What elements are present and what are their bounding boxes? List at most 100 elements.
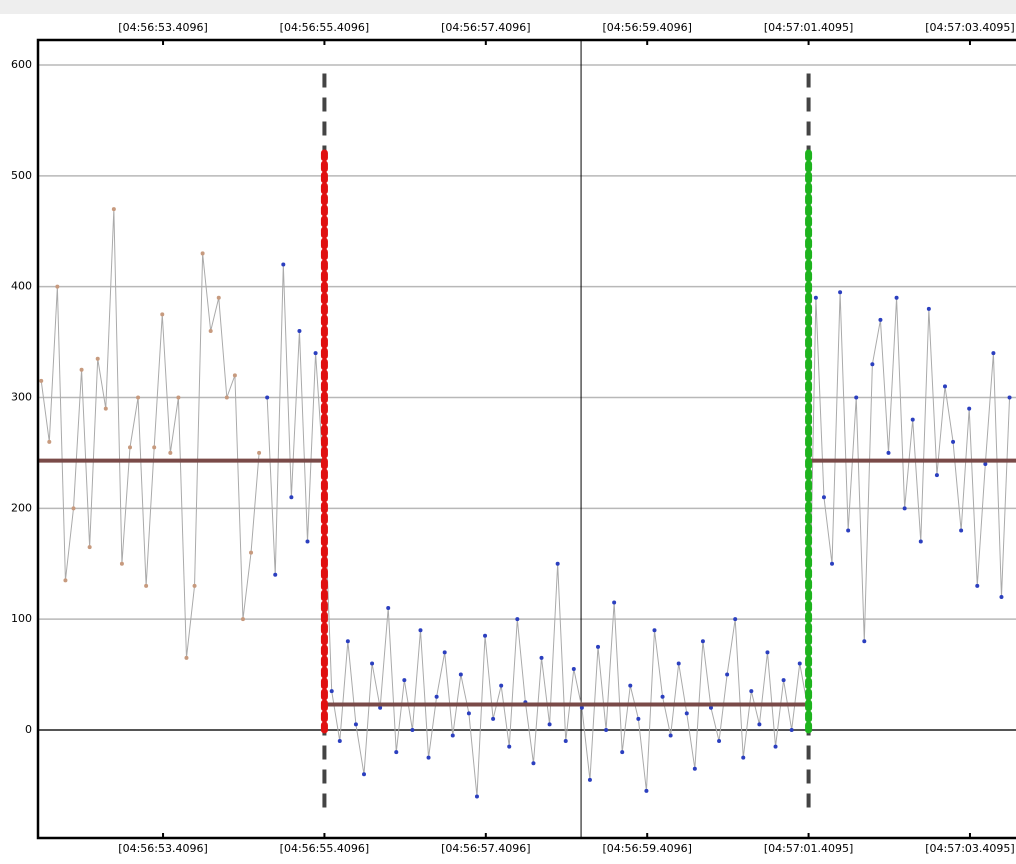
data-point [483, 633, 488, 638]
data-point [547, 722, 552, 727]
data-point [386, 606, 391, 611]
data-point [458, 672, 463, 677]
data-point [160, 312, 165, 317]
y-tick-label: 300 [11, 390, 32, 403]
data-point [620, 750, 625, 755]
data-point [491, 716, 496, 721]
data-point [700, 639, 705, 644]
data-point [434, 694, 439, 699]
data-point [515, 617, 520, 622]
data-point [821, 495, 826, 500]
data-point [450, 733, 455, 738]
data-point [733, 617, 738, 622]
data-point [224, 395, 229, 400]
data-point [79, 367, 84, 372]
data-point [95, 356, 100, 361]
data-point [353, 722, 358, 727]
y-tick-label: 500 [11, 169, 32, 182]
data-point [273, 572, 278, 577]
plot-area: 0 100 200 300 400 500 600 [04:56:53.4096] [04:56… [11, 21, 1016, 855]
data-point [119, 561, 124, 566]
x-tick-label-top: [04:56:57.4096] [441, 21, 530, 34]
data-point [555, 561, 560, 566]
data-point [144, 583, 149, 588]
data-point [587, 777, 592, 782]
y-tick-label: 600 [11, 58, 32, 71]
x-tick-label-top: [04:56:55.4096] [280, 21, 369, 34]
data-point [265, 395, 270, 400]
data-point [862, 639, 867, 644]
x-tick-label-bottom: [04:57:01.4095] [764, 842, 853, 855]
data-point [983, 461, 988, 466]
data-point [127, 445, 132, 450]
data-point [410, 727, 415, 732]
data-point [200, 251, 205, 256]
data-point [878, 317, 883, 322]
data-point [87, 545, 92, 550]
data-point [628, 683, 633, 688]
data-point [232, 373, 237, 378]
x-tick-label-bottom: [04:56:59.4096] [602, 842, 691, 855]
data-point [152, 445, 157, 450]
data-point [773, 744, 778, 749]
data-point [563, 739, 568, 744]
y-tick-label: 0 [25, 723, 32, 736]
data-point [47, 439, 52, 444]
x-tick-label-top: [04:57:03.4095] [925, 21, 1014, 34]
data-point [684, 711, 689, 716]
data-point [176, 395, 181, 400]
data-point [741, 755, 746, 760]
data-point [854, 395, 859, 400]
data-point [55, 284, 60, 289]
data-point [184, 655, 189, 660]
data-point [765, 650, 770, 655]
data-point [539, 655, 544, 660]
plot-background [38, 40, 1016, 838]
data-point [991, 351, 996, 356]
data-point [499, 683, 504, 688]
data-point [725, 672, 730, 677]
data-point [378, 705, 383, 710]
data-point [886, 450, 891, 455]
data-point [781, 678, 786, 683]
y-tick-label: 400 [11, 280, 32, 293]
x-tick-label-top: [04:56:53.4096] [118, 21, 207, 34]
data-point [676, 661, 681, 666]
data-point [370, 661, 375, 666]
data-point [757, 722, 762, 727]
data-point [442, 650, 447, 655]
data-point [668, 733, 673, 738]
data-point [636, 716, 641, 721]
data-point [531, 761, 536, 766]
data-point [910, 417, 915, 422]
data-point [902, 506, 907, 511]
data-point [708, 705, 713, 710]
data-point [337, 739, 342, 744]
x-tick-label-bottom: [04:56:53.4096] [118, 842, 207, 855]
data-point [999, 594, 1004, 599]
data-point [918, 539, 923, 544]
plot-border [36, 38, 1016, 840]
y-tick-label: 200 [11, 501, 32, 514]
data-point [111, 207, 116, 212]
data-point [136, 395, 141, 400]
data-point [926, 306, 931, 311]
data-point [870, 362, 875, 367]
data-point [394, 750, 399, 755]
data-point [240, 617, 245, 622]
data-point [466, 711, 471, 716]
data-point [644, 788, 649, 793]
data-point [830, 561, 835, 566]
data-point [1007, 395, 1012, 400]
top-strip [0, 0, 1016, 14]
data-point [297, 329, 302, 334]
data-point [418, 628, 423, 633]
data-point [894, 295, 899, 300]
data-point [959, 528, 964, 533]
data-point [692, 766, 697, 771]
x-tick-label-bottom: [04:57:03.4095] [925, 842, 1014, 855]
data-point [507, 744, 512, 749]
data-point [942, 384, 947, 389]
data-point [216, 295, 221, 300]
